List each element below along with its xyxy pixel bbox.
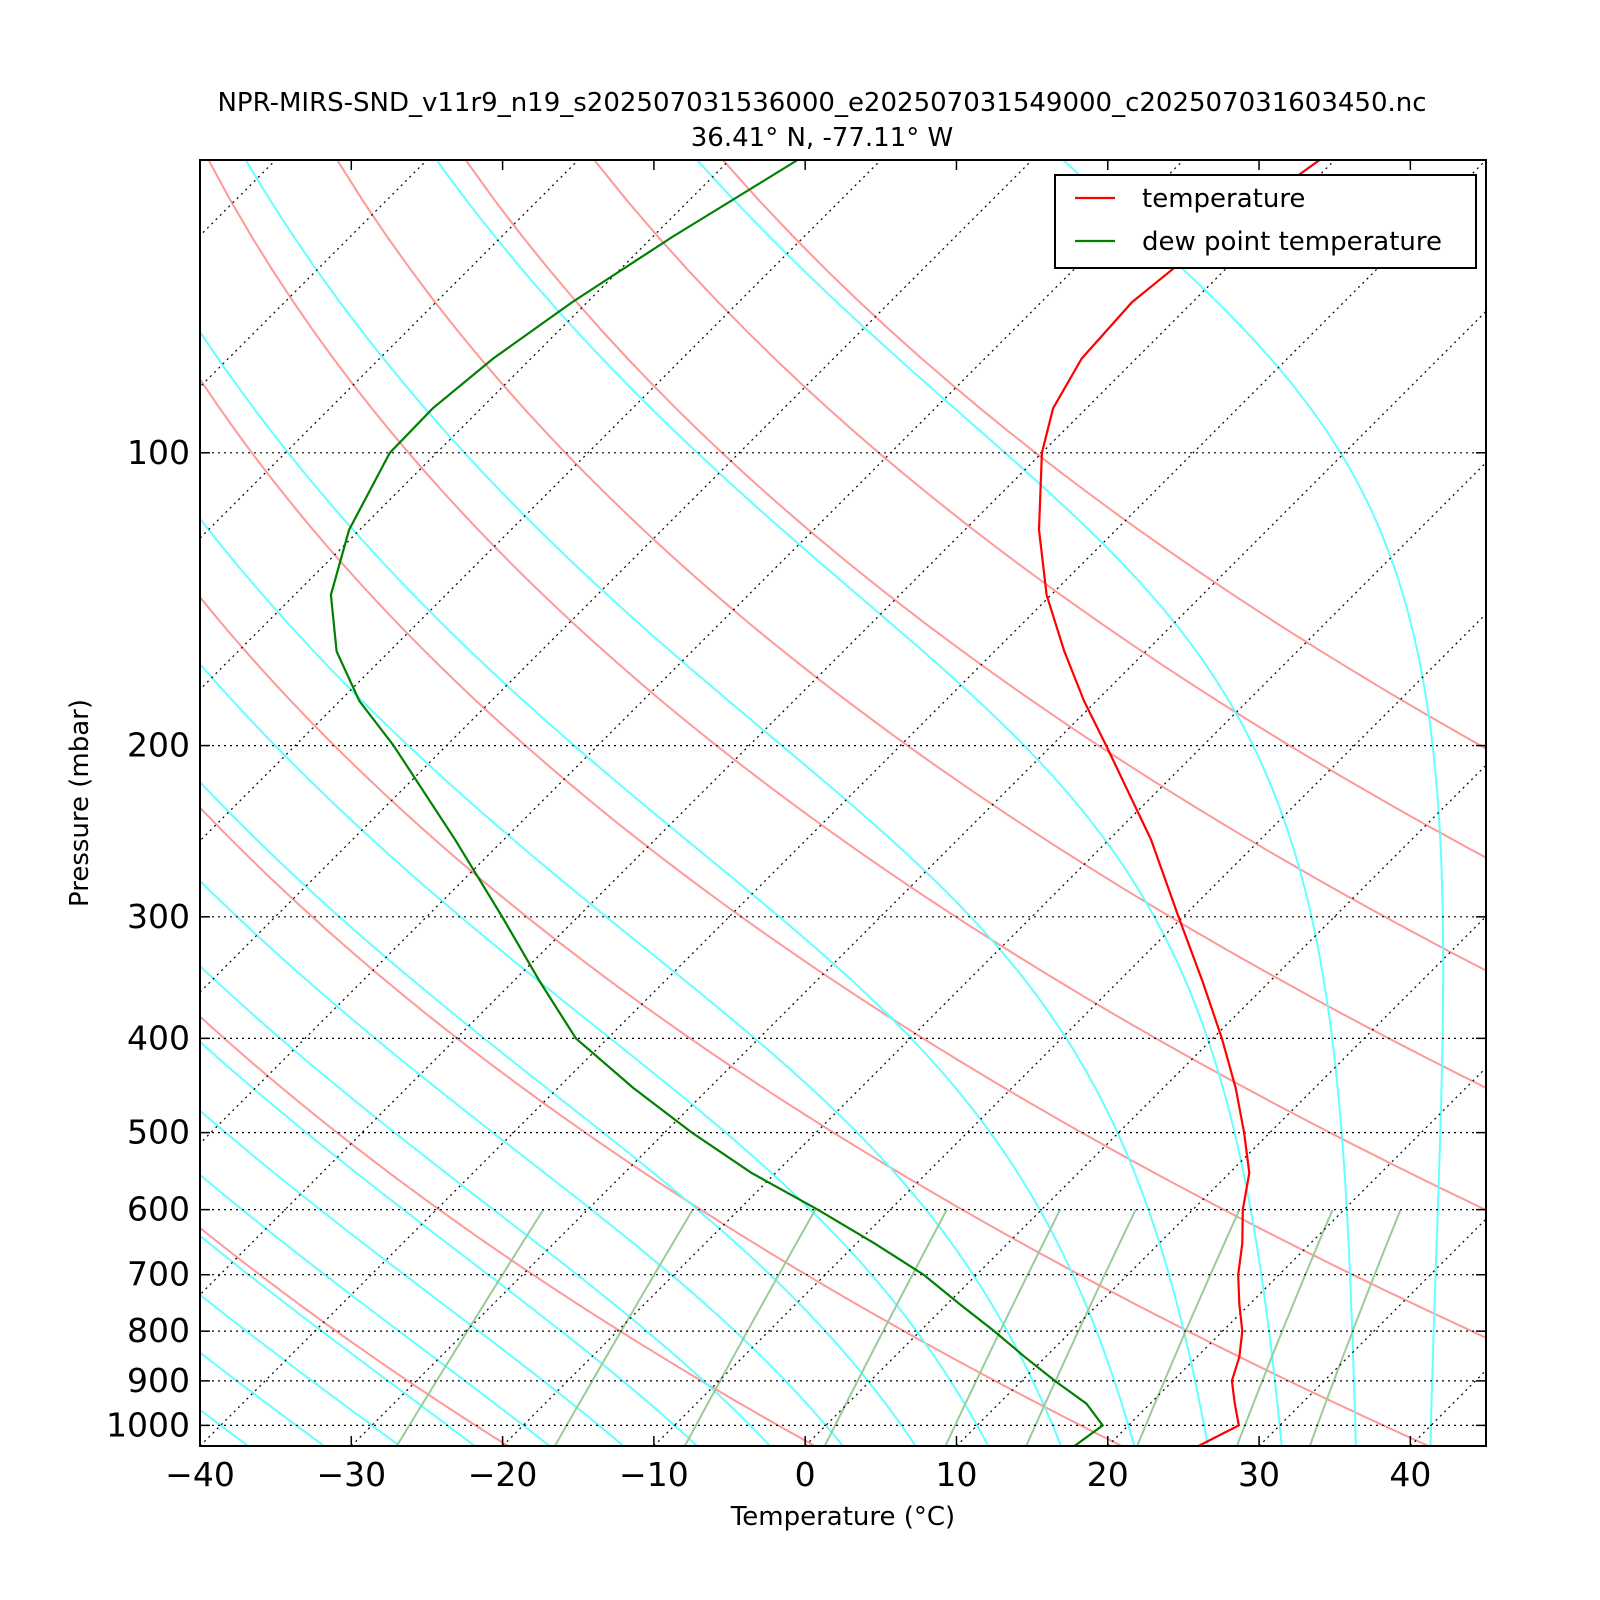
y-tick-label: 800	[127, 1311, 190, 1350]
dry-adiabat	[464, 160, 1486, 972]
x-tick-label: 10	[935, 1455, 977, 1494]
y-tick-label: 300	[127, 897, 190, 936]
mixing-ratio-line	[553, 1209, 694, 1446]
moist-adiabat	[200, 662, 990, 1446]
chart-title-line2: 36.41° N, -77.11° W	[691, 123, 953, 153]
mixing-ratio-line	[1136, 1209, 1241, 1446]
x-tick-label: 20	[1087, 1455, 1129, 1494]
background-lines	[200, 160, 1583, 1446]
plot-frame	[199, 159, 1487, 1447]
grid-lines	[200, 160, 1486, 1446]
dry-adiabat	[200, 806, 1123, 1446]
mixing-ratio-line	[944, 1209, 1061, 1446]
y-tick-label: 400	[127, 1018, 190, 1057]
y-tick-label: 500	[127, 1113, 190, 1152]
x-tick-label: −30	[316, 1455, 386, 1494]
moist-adiabat	[200, 1351, 325, 1446]
mixing-ratio-line	[1025, 1209, 1137, 1446]
y-tick-label: 900	[127, 1361, 190, 1400]
dry-adiabat	[722, 160, 1486, 750]
mixing-ratio-line	[1235, 1209, 1334, 1446]
x-tick-label: 30	[1238, 1455, 1280, 1494]
y-tick-label: 1000	[106, 1405, 190, 1444]
isotherm-line	[653, 613, 1486, 1446]
dry-adiabat	[200, 1015, 816, 1446]
moist-adiabat	[200, 1234, 476, 1446]
y-axis-label: Pressure (mbar)	[65, 699, 95, 907]
moist-adiabat	[200, 1408, 249, 1446]
mixing-ratio-line	[823, 1209, 948, 1446]
x-tick-label: −40	[165, 1455, 235, 1494]
moist-adiabat	[696, 160, 1357, 1446]
legend-dewpoint-label: dew point temperature	[1142, 227, 1442, 257]
isotherm-line	[200, 160, 882, 842]
dry-adiabat	[336, 160, 1486, 1089]
moist-adiabat	[244, 160, 1209, 1446]
legend-box	[1054, 174, 1477, 269]
dry-adiabat	[200, 377, 1486, 1339]
isotherm-line	[1107, 1066, 1486, 1446]
isotherm-line	[200, 160, 277, 237]
mixing-ratio-line	[1308, 1209, 1402, 1446]
moist-adiabat	[435, 160, 1283, 1446]
chart-title-line1: NPR-MIRS-SND_v11r9_n19_s202507031536000_…	[217, 88, 1426, 118]
y-tick-label: 100	[127, 433, 190, 472]
moist-adiabat	[200, 964, 771, 1446]
isotherm-line	[200, 160, 1336, 1296]
moist-adiabat	[200, 1040, 698, 1446]
legend-temperature-label: temperature	[1142, 184, 1305, 214]
moist-adiabat	[1502, 160, 1583, 1446]
moist-adiabat	[200, 1109, 625, 1446]
x-tick-label: −10	[619, 1455, 689, 1494]
isotherm-line	[350, 310, 1486, 1446]
mixing-ratio-line	[395, 1209, 545, 1446]
dry-adiabat	[207, 160, 1486, 1212]
moist-adiabat	[200, 517, 1063, 1446]
dry-adiabat	[593, 160, 1486, 859]
data-series	[329, 160, 1321, 1446]
legend: temperature dew point temperature	[1054, 174, 1477, 269]
dewpoint-line	[329, 160, 1105, 1446]
y-tick-label: 200	[127, 726, 190, 765]
y-tick-label: 700	[127, 1255, 190, 1294]
x-axis-label: Temperature (°C)	[730, 1502, 955, 1532]
moist-adiabat	[200, 780, 917, 1446]
x-tick-label: −20	[468, 1455, 538, 1494]
moist-adiabat	[200, 1293, 401, 1446]
dry-adiabat	[200, 595, 1429, 1446]
moist-adiabat	[200, 879, 844, 1446]
moist-adiabat	[200, 1173, 551, 1446]
moist-adiabat	[200, 329, 1136, 1446]
y-tick-label: 600	[127, 1190, 190, 1229]
dry-adiabat	[200, 1226, 509, 1446]
temperature-line	[1037, 160, 1321, 1446]
x-tick-label: 40	[1389, 1455, 1431, 1494]
axes: −40 −30 −20 −10 0 10 20 30 40 100 200 300 400 500 600 7…	[106, 160, 1486, 1494]
isotherm-line	[200, 160, 730, 691]
mixing-ratio-line	[683, 1209, 817, 1446]
x-tick-label: 0	[795, 1455, 816, 1494]
moist-adiabat	[1062, 160, 1445, 1446]
